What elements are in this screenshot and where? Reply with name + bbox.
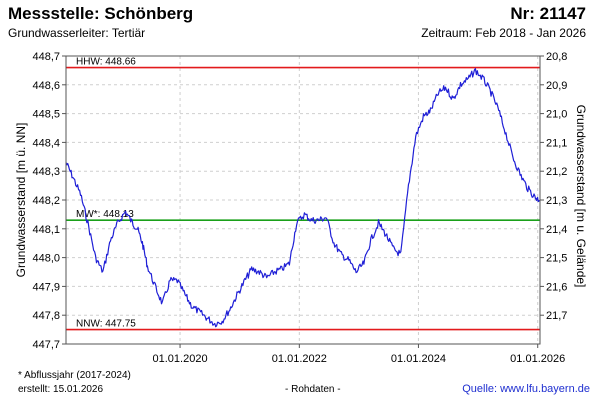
y-tick-label: 447,7 — [32, 339, 60, 351]
y-right-tick-label: 21,0 — [546, 109, 567, 121]
created-date: erstellt: 15.01.2026 — [18, 384, 104, 395]
aquifer-subtitle: Grundwasserleiter: Tertiär — [8, 26, 146, 40]
left-axis: 447,7 447,8 447,9 448,0 448,1 448,2 448,3 448,4… — [32, 51, 66, 351]
y-right-tick-label: 21,3 — [546, 195, 567, 207]
y-tick-label: 448,5 — [32, 109, 60, 121]
y-right-tick-label: 20,8 — [546, 51, 567, 63]
y-right-tick-label: 21,5 — [546, 253, 567, 265]
y-right-tick-label: 21,4 — [546, 224, 567, 236]
y-right-tick-label: 21,6 — [546, 281, 567, 293]
y-tick-label: 448,4 — [32, 137, 60, 149]
y-right-tick-label: 21,1 — [546, 137, 567, 149]
station-number: Nr: 21147 — [510, 4, 586, 23]
grid — [66, 55, 540, 345]
x-tick-label: 01.01.2020 — [153, 353, 208, 365]
y-tick-label: 447,8 — [32, 310, 60, 322]
y-tick-label: 448,0 — [32, 253, 60, 265]
x-tick-label: 01.01.2022 — [272, 353, 327, 365]
reference-line-label: HHW: 448.66 — [76, 57, 136, 68]
x-tick-label: 01.01.2024 — [391, 353, 446, 365]
x-axis: 01.01.2020 01.01.2022 01.01.2024 01.01.2026 — [153, 344, 565, 365]
y-tick-label: 448,1 — [32, 224, 60, 236]
y-axis-label-right: Grundwasserstand [m u. Gelände] — [574, 105, 588, 288]
reference-line-label: MW*: 448.13 — [76, 209, 134, 220]
y-tick-label: 448,2 — [32, 195, 60, 207]
series-line — [65, 67, 540, 328]
reference-lines: HHW: 448.66 MW*: 448.13 NNW: 447.75 — [66, 57, 540, 331]
right-axis: 20,8 20,9 21,0 21,1 21,2 21,3 21,4 21,5 21,6 21,7 — [540, 51, 567, 322]
y-right-tick-label: 21,7 — [546, 310, 567, 322]
y-tick-label: 448,3 — [32, 166, 60, 178]
period-label: Zeitraum: Feb 2018 - Jan 2026 — [421, 26, 586, 40]
x-tick-label: 01.01.2026 — [510, 353, 565, 365]
y-tick-label: 447,9 — [32, 281, 60, 293]
source-link[interactable]: Quelle: www.lfu.bayern.de — [462, 383, 590, 395]
footnote: * Abflussjahr (2017-2024) — [18, 370, 131, 381]
y-axis-label-left: Grundwasserstand [m ü. NN] — [14, 123, 28, 278]
page-title: Messstelle: Schönberg — [8, 4, 194, 23]
y-right-tick-label: 20,9 — [546, 80, 567, 92]
y-tick-label: 448,7 — [32, 51, 60, 63]
reference-line-label: NNW: 447.75 — [76, 319, 136, 330]
raw-data-label: - Rohdaten - — [285, 384, 341, 395]
y-tick-label: 448,6 — [32, 80, 60, 92]
series-layer — [65, 67, 540, 328]
y-right-tick-label: 21,2 — [546, 166, 567, 178]
